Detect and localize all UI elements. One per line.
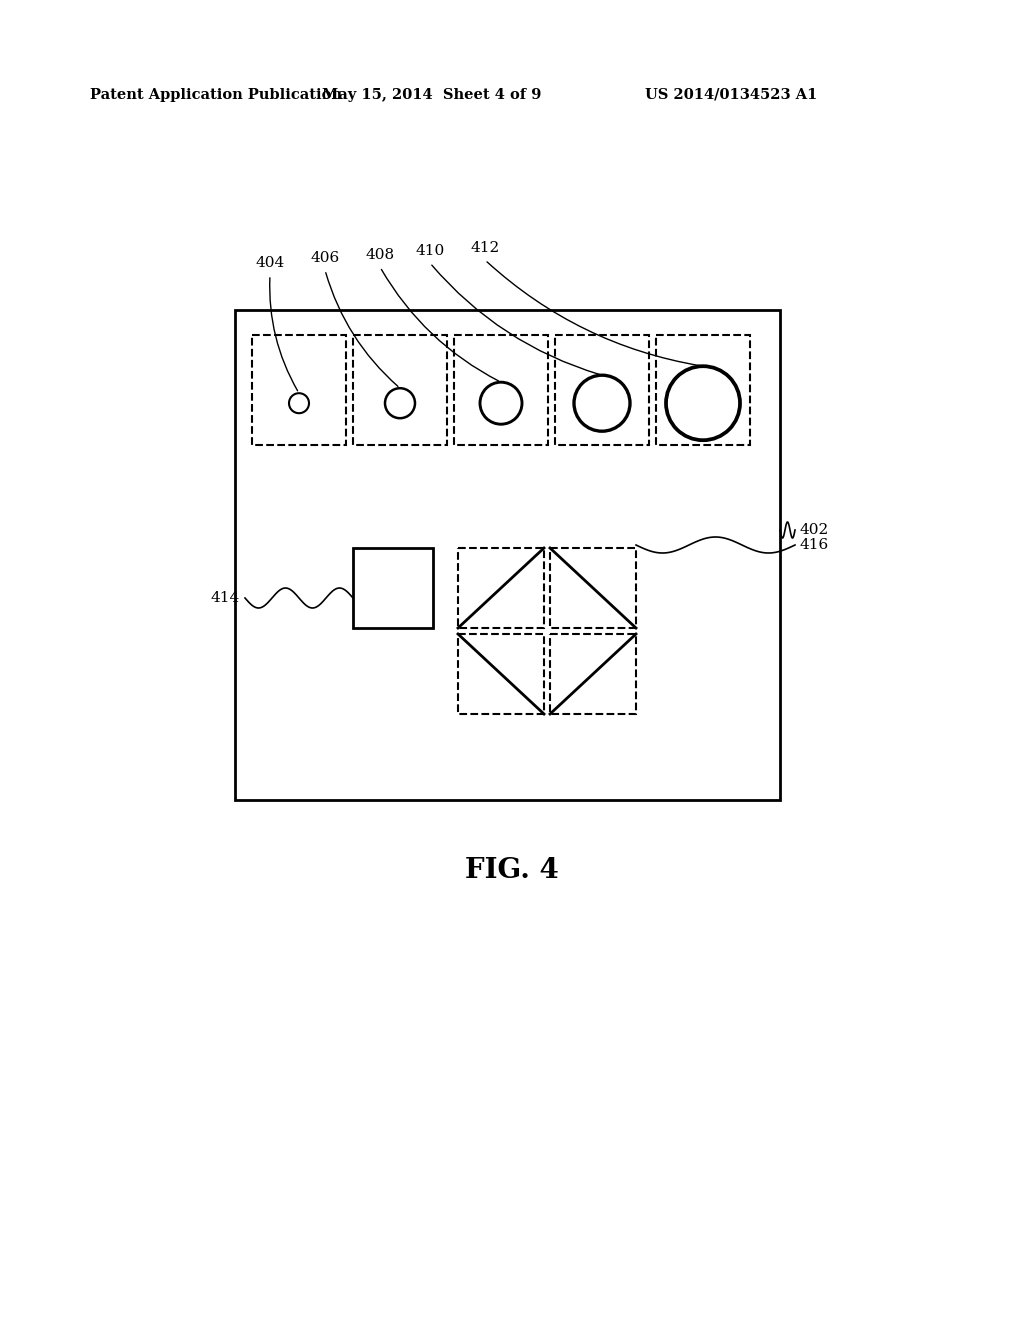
- Text: FIG. 4: FIG. 4: [465, 857, 559, 883]
- Text: US 2014/0134523 A1: US 2014/0134523 A1: [645, 88, 817, 102]
- Bar: [555, 335, 649, 445]
- Bar: [550, 548, 636, 628]
- Bar: [353, 548, 433, 628]
- Text: 416: 416: [800, 539, 829, 552]
- Bar: [234, 310, 780, 800]
- Bar: [458, 548, 544, 628]
- Text: 412: 412: [470, 242, 500, 255]
- Bar: [454, 335, 548, 445]
- Bar: [550, 634, 636, 714]
- Bar: [458, 634, 544, 714]
- Text: Patent Application Publication: Patent Application Publication: [90, 88, 342, 102]
- Bar: [353, 335, 447, 445]
- Bar: [656, 335, 750, 445]
- Bar: [252, 335, 346, 445]
- Text: 402: 402: [800, 523, 829, 537]
- Text: 404: 404: [255, 256, 285, 271]
- Text: 408: 408: [366, 248, 394, 261]
- Text: 414: 414: [211, 591, 240, 605]
- Text: 406: 406: [310, 251, 340, 265]
- Text: 410: 410: [416, 244, 444, 257]
- Text: May 15, 2014  Sheet 4 of 9: May 15, 2014 Sheet 4 of 9: [323, 88, 542, 102]
